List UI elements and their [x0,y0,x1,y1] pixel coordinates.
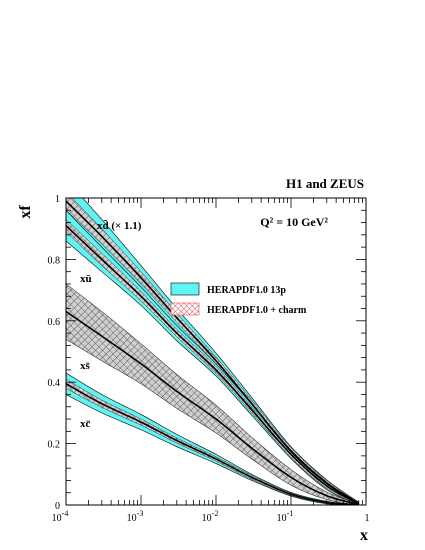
legend-label: HERAPDF1.0 + charm [207,305,307,316]
curve-label-xdbar: xd̄ (× 1.1) [97,220,142,232]
x-axis-title: x [360,527,368,544]
band-outer-xubar [66,209,360,505]
y-tick-label: 0.6 [48,317,61,328]
legend-label: HERAPDF1.0 13p [207,285,286,296]
x-tick-label: 1 [365,513,370,524]
x-tick-label: 10-4 [52,509,69,524]
x-axis: 10-4 10-3 10-2 10-1 1 [52,198,370,524]
pdf-curves [66,200,360,505]
y-tick-label: 1 [55,194,60,205]
x-tick-label: 10-2 [202,509,219,524]
curve-xcbar [66,383,359,505]
legend-entry-herapdf-13p: HERAPDF1.0 13p [170,282,286,296]
y-tick-label: 0.4 [48,378,61,389]
curve-label-xcbar: xc̄ [80,418,91,430]
y-tick-label: 0.2 [48,440,61,451]
band-outer-xcbar [66,372,360,505]
y-axis-title: xf [17,205,34,219]
curve-xubar [66,225,360,505]
curve-label-xubar: xū [80,273,92,285]
legend-swatch-hatched [170,302,200,316]
legend: HERAPDF1.0 13p HERAPDF1.0 + charm [170,282,307,316]
x-tick-label: 10-3 [127,509,144,524]
legend-swatch-solid [170,282,200,296]
y-axis: 0 0.2 0.4 0.6 0.8 1 [48,194,366,512]
y-tick-label: 0 [55,501,60,512]
curve-xsbar [66,310,359,505]
x-tick-label: 10-1 [277,509,294,524]
curve-xdbar [66,200,360,505]
curve-label-xsbar: xs̄ [80,360,91,372]
band-charm-xsbar [66,283,359,505]
experiment-label: H1 and ZEUS [286,176,364,191]
y-tick-label: 0.8 [48,255,61,266]
scale-label: Q² = 10 GeV² [260,215,328,229]
legend-entry-herapdf-charm: HERAPDF1.0 + charm [170,302,307,316]
